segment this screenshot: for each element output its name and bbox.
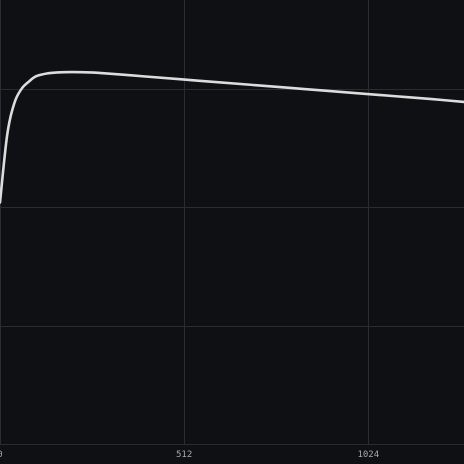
x-tick-label-0: 0 [0,450,3,460]
x-tick-labels: 0 512 1024 [0,450,379,460]
x-tick-label-2: 1024 [357,450,379,460]
series-group [0,70,464,204]
series-line-0 [0,70,464,204]
x-tick-label-1: 512 [176,450,192,460]
grid-lines [0,0,464,445]
